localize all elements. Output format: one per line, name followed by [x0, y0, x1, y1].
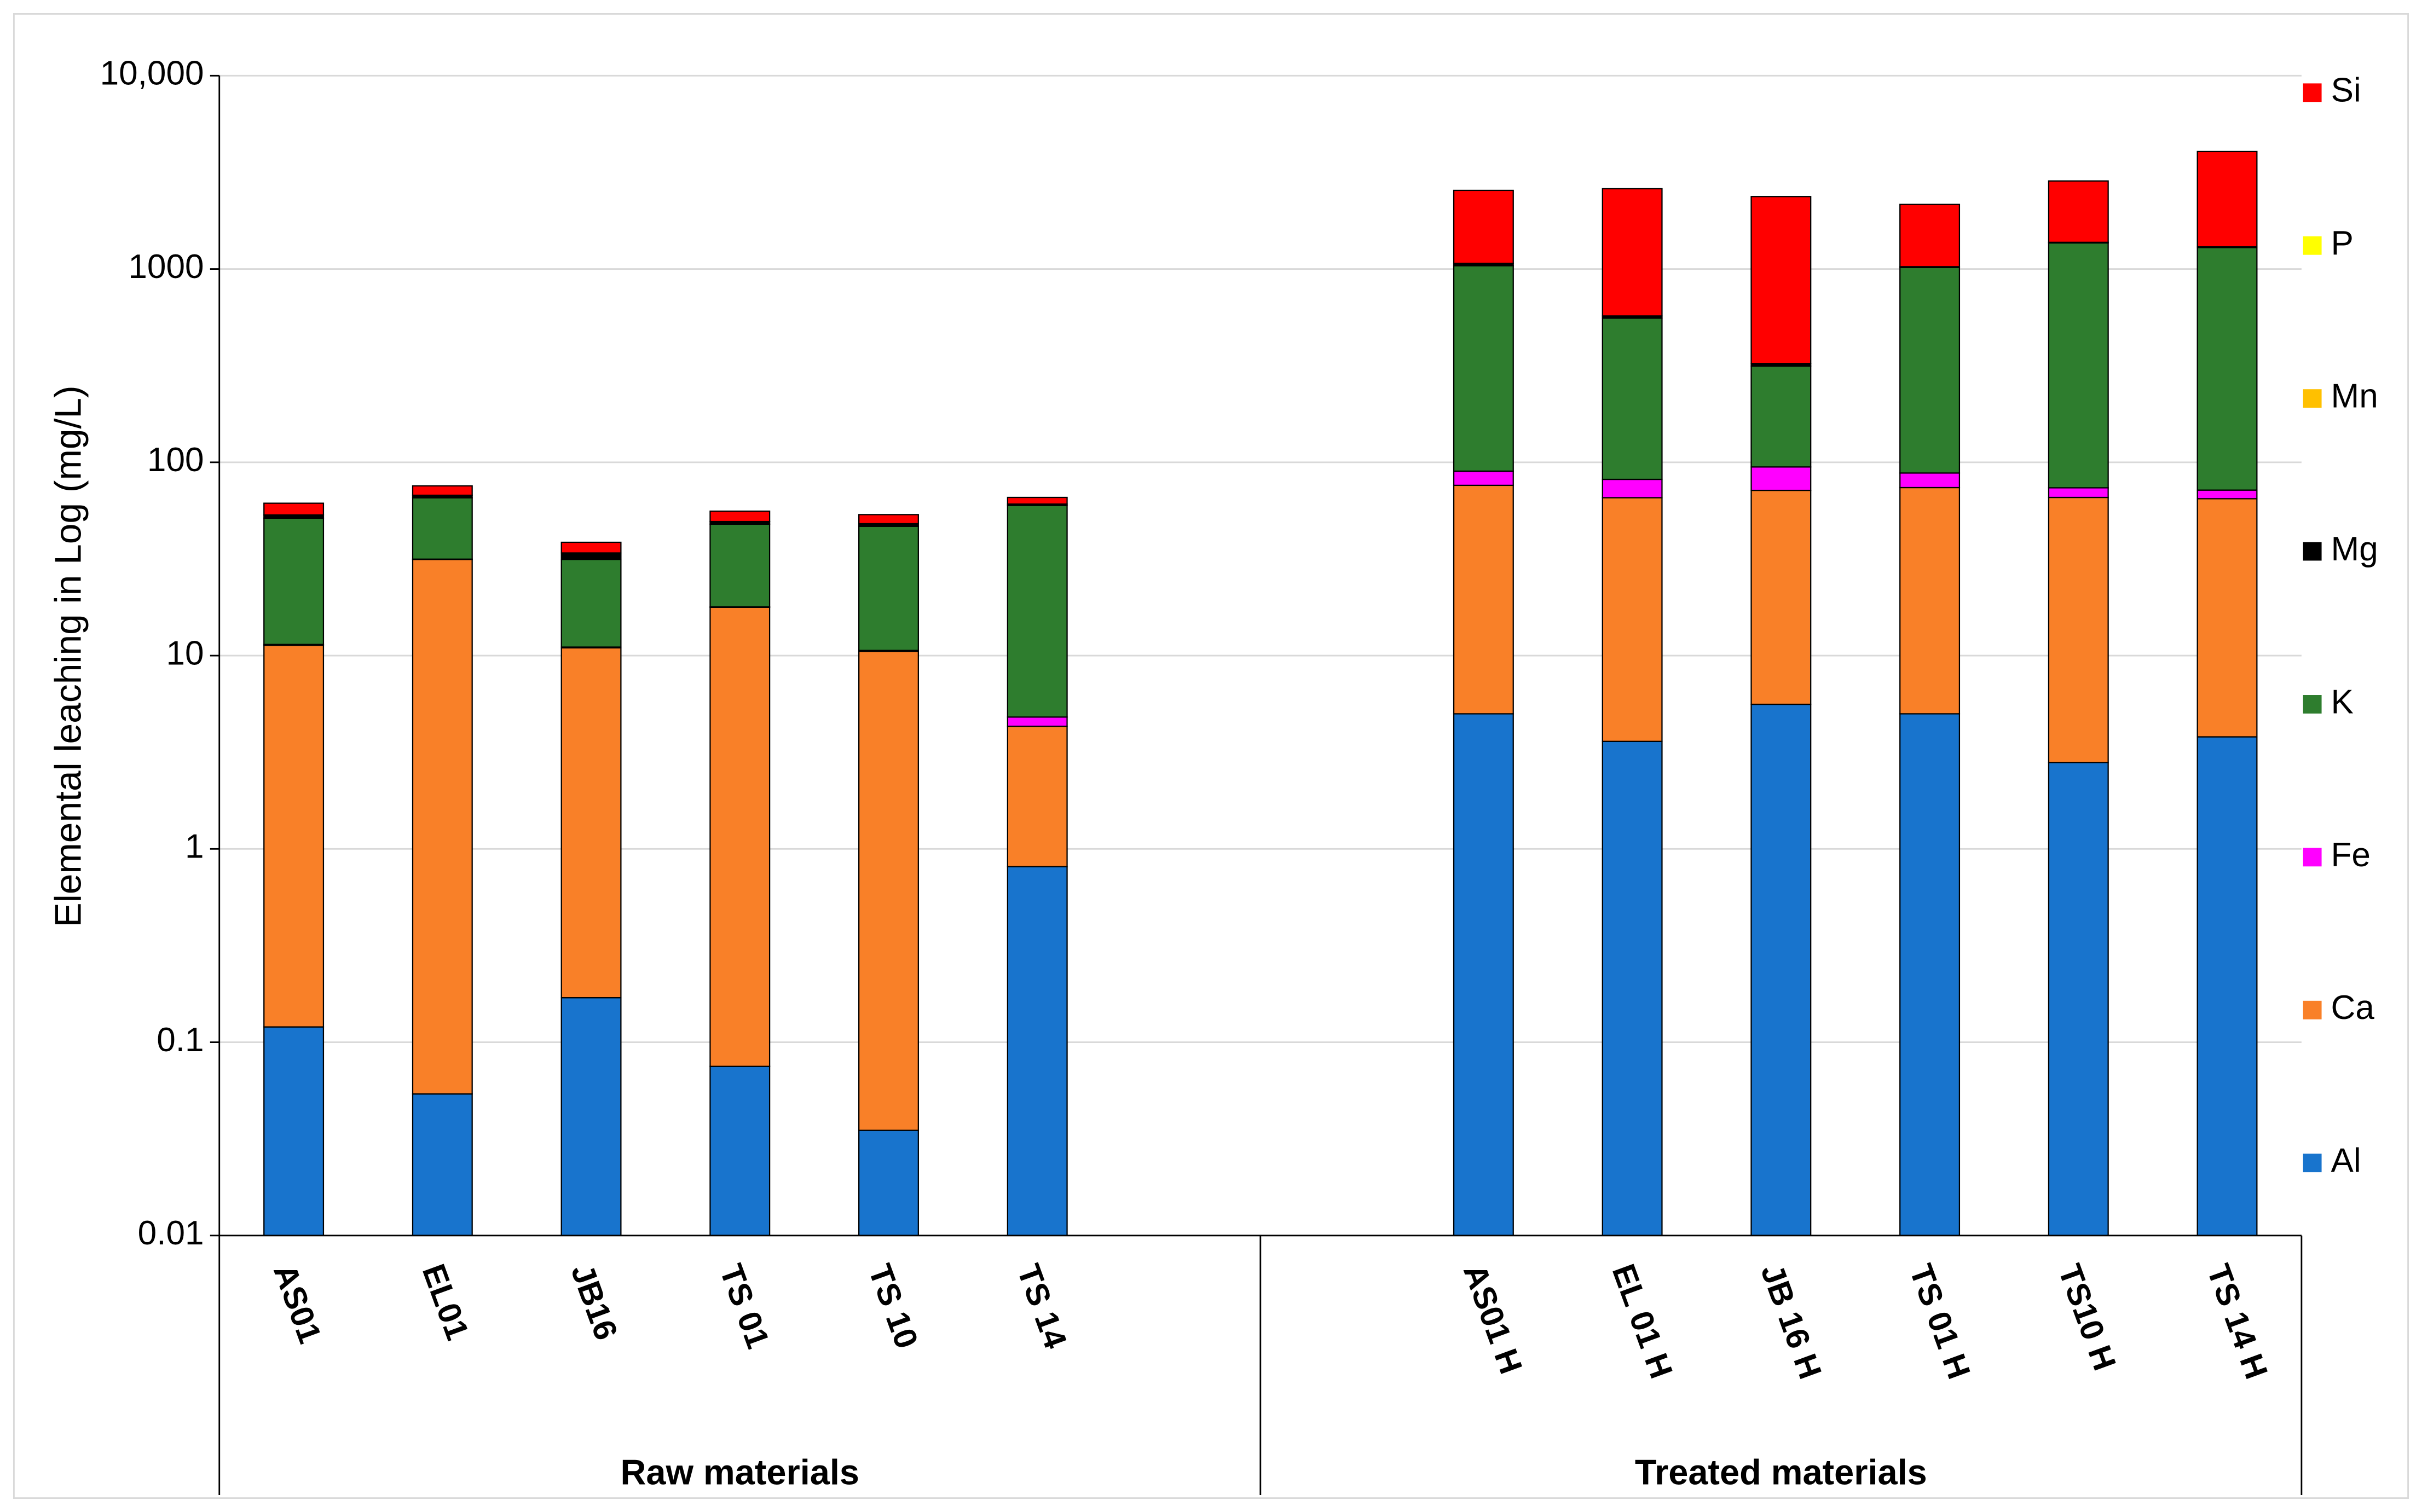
legend-swatch [2303, 389, 2322, 408]
bar-segment [1750, 489, 1812, 705]
bar-segment [1750, 196, 1812, 364]
bar-segment [1602, 740, 1663, 1236]
bar-segment [858, 514, 919, 525]
bar-segment [2196, 498, 2258, 738]
legend-label: Mg [2331, 530, 2378, 568]
bar-segment [2196, 736, 2258, 1236]
y-tick-label: 10,000 [100, 55, 204, 92]
bar-segment [1899, 267, 1961, 474]
bar-segment [1750, 365, 1812, 468]
bar-segment [2048, 487, 2109, 499]
bar-segment [1453, 470, 1514, 486]
bar-segment [2048, 242, 2109, 489]
legend-label: Si [2331, 72, 2361, 109]
y-tick-label: 1 [185, 828, 204, 866]
bar-segment [2196, 247, 2258, 491]
bar-segment [1602, 317, 1663, 480]
bar-segment [1899, 204, 1961, 268]
bar-segment [412, 559, 473, 1095]
bar-segment [2196, 150, 2258, 248]
y-tick-label: 10 [166, 634, 204, 672]
bar-segment [560, 559, 622, 648]
bar-segment [1007, 505, 1068, 718]
bar-segment [1453, 189, 1514, 264]
bar-segment [263, 644, 325, 1028]
bar-segment [1602, 188, 1663, 317]
legend-swatch [2303, 1000, 2322, 1019]
bar-segment [263, 517, 325, 645]
bar-segment [858, 1129, 919, 1236]
y-tick-label: 1000 [128, 248, 204, 286]
bar-segment [412, 497, 473, 560]
legend-label: P [2331, 224, 2353, 262]
bar-segment [263, 1026, 325, 1236]
bar-segment [1453, 265, 1514, 472]
bar-segment [560, 997, 622, 1236]
bar-segment [709, 606, 771, 1067]
y-tick-label: 0.01 [138, 1214, 204, 1252]
group-label: Treated materials [1635, 1452, 1927, 1492]
bar-segment [412, 1093, 473, 1236]
legend-label: Mn [2331, 378, 2378, 415]
legend-swatch [2303, 695, 2322, 714]
legend-swatch [2303, 542, 2322, 561]
legend-label: Fe [2331, 836, 2370, 874]
y-axis-title: Elemental leaching in Log (mg/L) [48, 385, 89, 927]
legend-swatch [2303, 83, 2322, 102]
bar-segment [412, 485, 473, 496]
bar-segment [1750, 703, 1812, 1236]
bar-segment [263, 502, 325, 516]
bar-segment [1899, 472, 1961, 489]
group-label: Raw materials [621, 1452, 859, 1492]
bar-segment [2196, 489, 2258, 500]
legend-label: K [2331, 683, 2353, 721]
legend-label: Ca [2331, 989, 2374, 1027]
bar-segment [1453, 484, 1514, 715]
bar-segment [709, 523, 771, 608]
bar-segment [1602, 497, 1663, 742]
bar-segment [2048, 762, 2109, 1236]
bar-segment [1899, 486, 1961, 715]
bar-segment [2048, 180, 2109, 243]
bar-segment [709, 510, 771, 523]
bar-segment [560, 647, 622, 999]
bar-segment [560, 552, 622, 560]
bar-segment [858, 650, 919, 1131]
legend-swatch [2303, 236, 2322, 255]
bar-segment [709, 1065, 771, 1236]
legend-label: Al [2331, 1142, 2361, 1180]
bar-segment [1007, 866, 1068, 1236]
bar-segment [1899, 713, 1961, 1236]
bar-segment [1007, 716, 1068, 727]
bar-segment [1750, 466, 1812, 491]
bar-segment [560, 541, 622, 554]
bar-segment [2048, 496, 2109, 763]
bar-segment [1007, 726, 1068, 867]
legend-swatch [2303, 1154, 2322, 1173]
y-tick-label: 0.1 [157, 1021, 204, 1059]
bar-segment [858, 525, 919, 651]
bar-segment [1602, 478, 1663, 499]
bar-segment [1007, 496, 1068, 505]
legend-swatch [2303, 848, 2322, 867]
y-tick-label: 100 [147, 441, 204, 479]
bar-segment [1453, 713, 1514, 1236]
